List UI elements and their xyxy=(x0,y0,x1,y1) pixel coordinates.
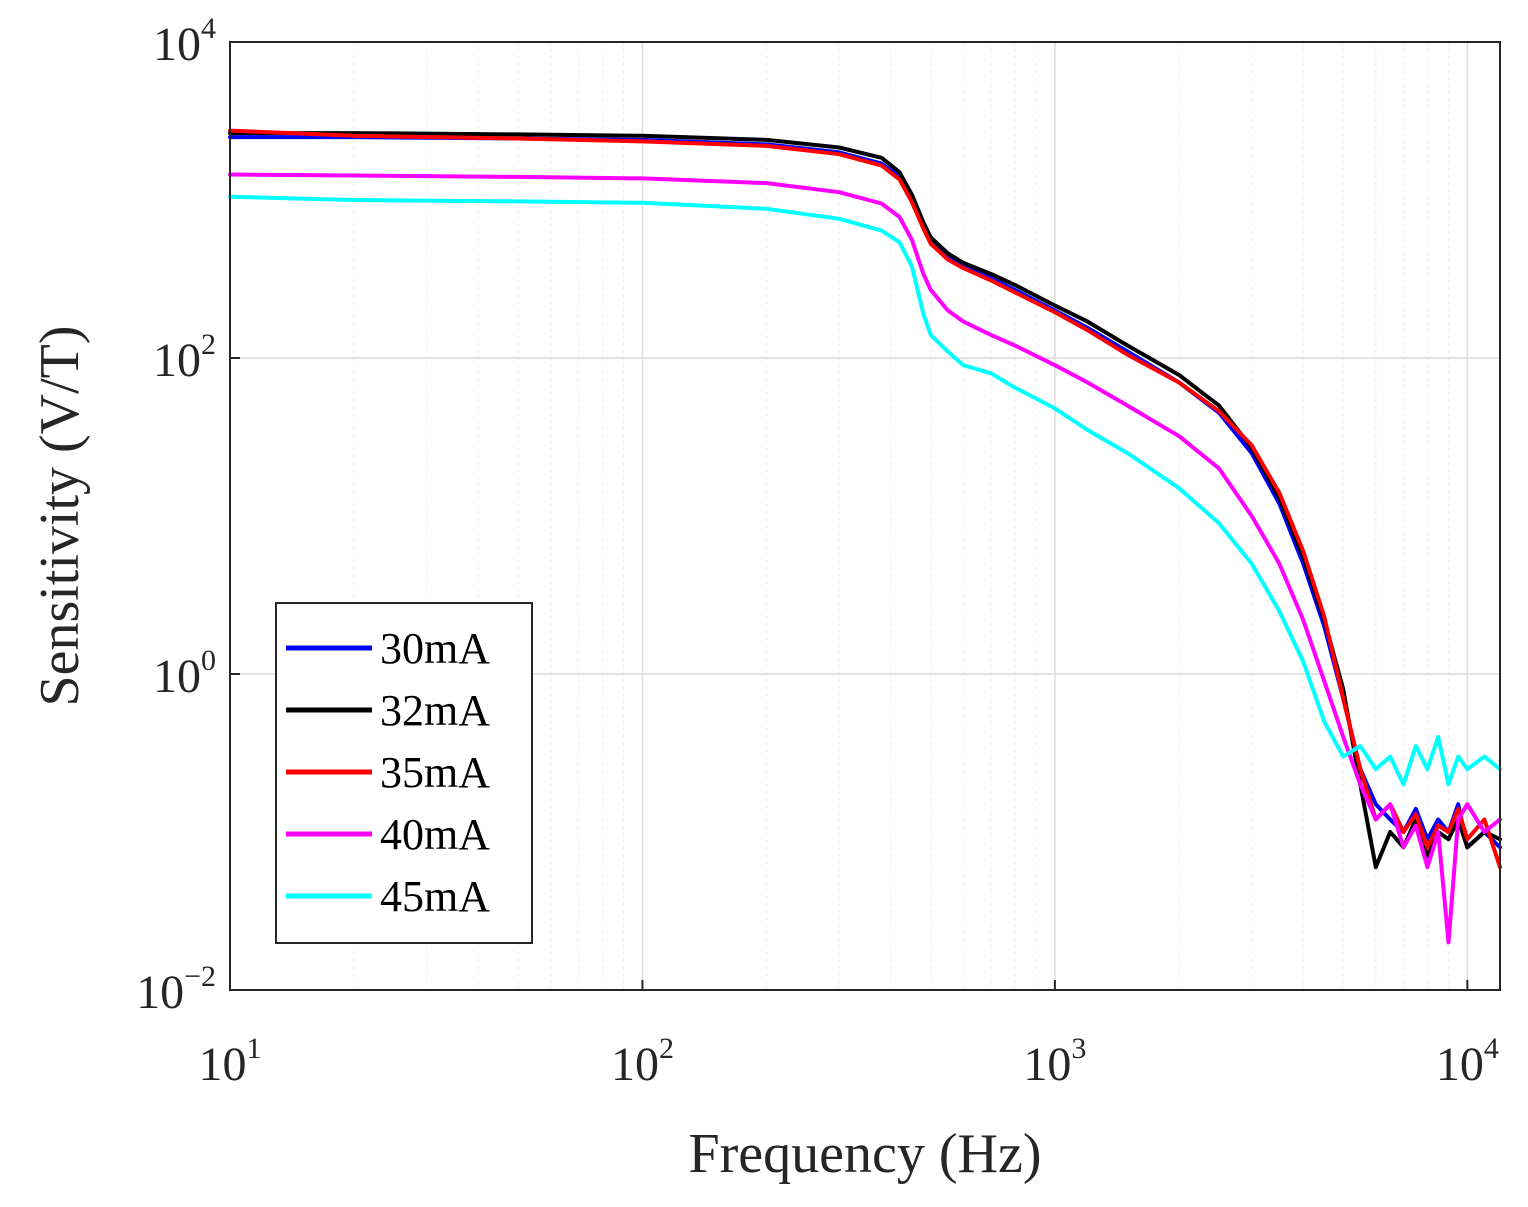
x-tick-exponent: 1 xyxy=(247,1032,262,1065)
x-axis-title: Frequency (Hz) xyxy=(689,1123,1042,1185)
y-tick-base: 10 xyxy=(153,650,201,703)
legend-label: 30mA xyxy=(380,624,490,673)
series-line-35mA xyxy=(228,128,1502,870)
y-axis-title: Sensitivity (V/T) xyxy=(29,325,91,706)
legend-label: 45mA xyxy=(380,872,490,921)
x-tick-label: 102 xyxy=(611,1032,674,1091)
legend: 30mA 32mA 35mA 40mA 45mA xyxy=(275,602,533,944)
legend-label: 40mA xyxy=(380,810,490,859)
plot-area-border xyxy=(229,41,1501,991)
y-tick-exponent: 2 xyxy=(201,328,216,361)
x-tick-label: 101 xyxy=(199,1032,262,1091)
x-tick-base: 10 xyxy=(1023,1038,1071,1091)
x-tick-base: 10 xyxy=(199,1038,247,1091)
y-tick-label: 104 xyxy=(153,12,216,71)
y-tick-base: 10 xyxy=(136,966,184,1019)
x-tick-label: 104 xyxy=(1436,1032,1499,1091)
y-tick-base: 10 xyxy=(153,334,201,387)
x-tick-exponent: 4 xyxy=(1484,1032,1499,1065)
y-tick-base: 10 xyxy=(153,18,201,71)
y-tick-label: 102 xyxy=(153,328,216,387)
y-tick-exponent: −2 xyxy=(184,960,216,993)
x-tick-exponent: 2 xyxy=(659,1032,674,1065)
series-line-40mA xyxy=(228,172,1502,945)
legend-label: 32mA xyxy=(380,686,490,735)
y-tick-label: 10−2 xyxy=(136,960,216,1019)
series-line-45mA xyxy=(228,194,1502,787)
y-tick-label: 100 xyxy=(153,644,216,703)
x-tick-base: 10 xyxy=(611,1038,659,1091)
x-tick-base: 10 xyxy=(1436,1038,1484,1091)
x-tick-label: 103 xyxy=(1023,1032,1086,1091)
x-tick-exponent: 3 xyxy=(1071,1032,1086,1065)
series-layer xyxy=(228,128,1502,945)
y-tick-exponent: 4 xyxy=(201,12,216,45)
series-line-32mA xyxy=(228,131,1502,870)
legend-label: 35mA xyxy=(380,748,490,797)
y-tick-exponent: 0 xyxy=(201,644,216,677)
